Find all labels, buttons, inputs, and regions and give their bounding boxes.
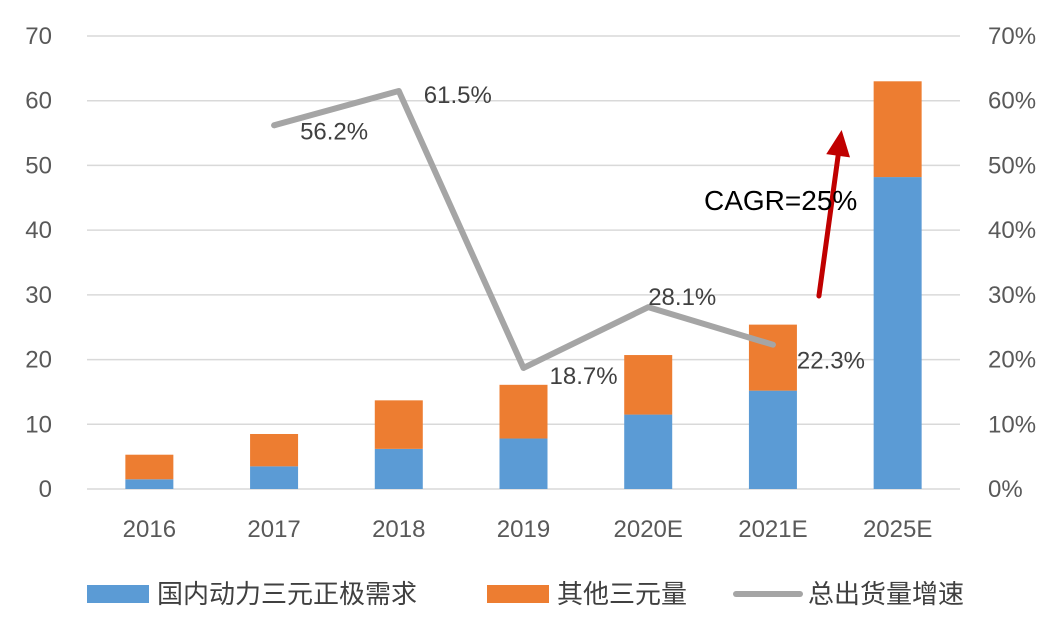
y-left-tick-label: 20 bbox=[25, 347, 52, 374]
y-left-tick-label: 0 bbox=[39, 476, 52, 503]
bar-other bbox=[250, 433, 299, 467]
bar-other bbox=[499, 384, 548, 439]
x-tick-label: 2016 bbox=[123, 516, 176, 543]
growth-data-label: 22.3% bbox=[797, 348, 865, 375]
bar-domestic bbox=[125, 479, 174, 489]
y-left-tick-label: 70 bbox=[25, 23, 52, 50]
cagr-arrowhead bbox=[826, 130, 851, 158]
bar-other bbox=[873, 81, 922, 178]
y-right-tick-label: 40% bbox=[988, 217, 1036, 244]
bar-domestic bbox=[374, 448, 423, 489]
bars bbox=[125, 81, 922, 489]
bar-other bbox=[125, 454, 174, 480]
cagr-label: CAGR=25% bbox=[704, 185, 857, 216]
x-tick-label: 2021E bbox=[738, 516, 807, 543]
legend-label-growth: 总出货量增速 bbox=[808, 580, 964, 610]
legend: 国内动力三元正极需求 其他三元量 总出货量增速 bbox=[87, 580, 964, 610]
y-right-tick-label: 50% bbox=[988, 152, 1036, 179]
y-left-tick-label: 50 bbox=[25, 152, 52, 179]
y-right-tick-label: 60% bbox=[988, 88, 1036, 115]
x-tick-label: 2025E bbox=[863, 516, 932, 543]
growth-data-label: 28.1% bbox=[648, 284, 716, 311]
bar-domestic bbox=[748, 390, 797, 489]
y-left-tick-label: 40 bbox=[25, 217, 52, 244]
y-left-tick-label: 30 bbox=[25, 282, 52, 309]
y-right-tick-label: 10% bbox=[988, 411, 1036, 438]
growth-data-label: 18.7% bbox=[550, 363, 618, 390]
bar-domestic bbox=[624, 414, 673, 489]
growth-data-label: 56.2% bbox=[300, 118, 368, 145]
growth-line-path bbox=[271, 88, 776, 371]
y-left-tick-label: 10 bbox=[25, 411, 52, 438]
y-right-tick-label: 70% bbox=[988, 23, 1036, 50]
bar-other bbox=[624, 355, 673, 415]
bar-domestic bbox=[499, 438, 548, 489]
data-labels: 56.2% 61.5% 18.7% 28.1% 22.3% bbox=[300, 82, 865, 390]
cagr-annotation: CAGR=25% bbox=[704, 130, 857, 299]
right-axis: 0% 10% 20% 30% 40% 50% 60% 70% bbox=[988, 23, 1036, 503]
legend-label-other: 其他三元量 bbox=[557, 580, 687, 610]
x-tick-label: 2017 bbox=[247, 516, 300, 543]
x-axis: 2016 2017 2018 2019 2020E 2021E 2025E bbox=[123, 516, 933, 543]
cagr-arrow bbox=[816, 153, 841, 299]
bar-other bbox=[374, 400, 423, 449]
x-tick-label: 2018 bbox=[372, 516, 425, 543]
y-right-tick-label: 30% bbox=[988, 282, 1036, 309]
legend-swatch-domestic bbox=[87, 585, 149, 603]
left-axis: 0 10 20 30 40 50 60 70 bbox=[25, 23, 52, 503]
legend-swatch-other bbox=[487, 585, 549, 603]
bar-domestic bbox=[250, 466, 299, 489]
bar-domestic bbox=[873, 177, 922, 489]
y-right-tick-label: 20% bbox=[988, 347, 1036, 374]
y-right-tick-label: 0% bbox=[988, 476, 1023, 503]
x-tick-label: 2019 bbox=[497, 516, 550, 543]
legend-label-domestic: 国内动力三元正极需求 bbox=[157, 580, 417, 610]
growth-line bbox=[271, 88, 776, 371]
gridlines bbox=[87, 35, 960, 490]
y-left-tick-label: 60 bbox=[25, 88, 52, 115]
x-tick-label: 2020E bbox=[614, 516, 683, 543]
bar-other bbox=[748, 324, 797, 391]
growth-data-label: 61.5% bbox=[424, 82, 492, 109]
